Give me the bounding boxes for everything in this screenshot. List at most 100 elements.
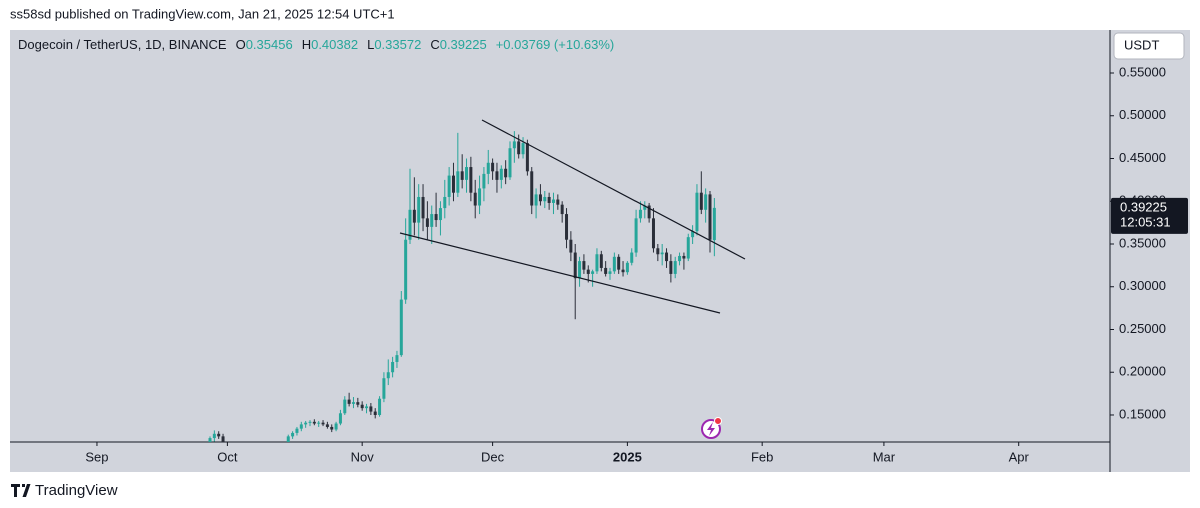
candle-body xyxy=(499,168,503,180)
candle-body xyxy=(456,171,460,193)
brand: TradingView xyxy=(11,482,118,499)
y-tick-label: 0.30000 xyxy=(1119,278,1166,293)
candle-body xyxy=(378,398,382,415)
candle-body xyxy=(399,299,403,356)
candle-body xyxy=(643,205,647,210)
candle-body xyxy=(465,167,469,180)
ohlc-label: C xyxy=(430,37,440,52)
chart-background xyxy=(10,30,1190,472)
y-tick-label: 0.50000 xyxy=(1119,107,1166,122)
ohlc-value: 0.33572 xyxy=(374,37,422,52)
ohlc-label: L xyxy=(367,37,375,52)
brand-name: TradingView xyxy=(35,482,118,499)
candle-body xyxy=(299,424,303,429)
candle-body xyxy=(386,372,390,379)
y-tick-label: 0.55000 xyxy=(1119,64,1166,79)
candle-body xyxy=(451,175,455,193)
candle-body xyxy=(608,271,612,274)
candle-body xyxy=(356,402,360,405)
x-tick-label: Dec xyxy=(481,449,505,464)
last-price-badge xyxy=(1111,197,1188,234)
publish-info: ss58sd published on TradingView.com, Jan… xyxy=(10,6,395,21)
candle-body xyxy=(417,196,421,223)
candle-body xyxy=(708,194,712,240)
candle-body xyxy=(369,406,373,412)
candle-body xyxy=(434,214,438,221)
x-tick-label: Mar xyxy=(873,449,896,464)
candle-body xyxy=(669,261,673,274)
candle-body xyxy=(321,422,325,425)
candle-body xyxy=(512,141,516,149)
candle-body xyxy=(295,428,299,433)
last-price: 0.39225 xyxy=(1120,199,1167,214)
candle-body xyxy=(478,188,482,206)
ohlc-label: O xyxy=(235,37,246,52)
y-tick-label: 0.15000 xyxy=(1119,406,1166,421)
event-icon[interactable] xyxy=(701,417,722,439)
y-tick-label: 0.35000 xyxy=(1119,235,1166,250)
candle-body xyxy=(521,143,525,155)
candle-body xyxy=(682,255,686,259)
candle-body xyxy=(373,411,377,415)
candle-body xyxy=(556,199,560,205)
trend-line-lower xyxy=(399,232,721,314)
candle-body xyxy=(612,256,616,272)
candle-body xyxy=(347,399,351,404)
candle-body xyxy=(412,209,416,223)
candle-body xyxy=(317,422,321,424)
candle-body xyxy=(447,175,451,197)
candle-body xyxy=(625,262,629,273)
candle-body xyxy=(651,218,655,249)
candle-body xyxy=(617,256,621,270)
candle-body xyxy=(547,196,551,203)
x-tick-label: Feb xyxy=(751,449,773,464)
x-tick-label: Sep xyxy=(85,449,108,464)
candle-body xyxy=(712,207,716,241)
candle-body xyxy=(360,404,364,409)
candle-body xyxy=(395,355,399,362)
ohlc-value: 0.40382 xyxy=(311,37,359,52)
x-tick-label: Nov xyxy=(351,449,375,464)
candle-body xyxy=(704,194,708,210)
candle-body xyxy=(569,239,573,253)
candle-body xyxy=(308,421,312,423)
candle-body xyxy=(208,438,212,442)
candle-body xyxy=(573,252,577,279)
y-tick-label: 0.45000 xyxy=(1119,150,1166,165)
candles xyxy=(208,131,716,442)
candle-body xyxy=(338,413,342,424)
candle-body xyxy=(504,168,508,178)
ohlc-label: H xyxy=(301,37,312,52)
candle-body xyxy=(686,237,690,259)
candle-body xyxy=(491,162,495,172)
candle-body xyxy=(495,171,499,180)
countdown: 12:05:31 xyxy=(1120,214,1171,229)
candle-body xyxy=(334,423,338,430)
candle-body xyxy=(543,196,547,202)
currency-box[interactable] xyxy=(1113,32,1185,60)
candle-body xyxy=(586,269,590,274)
ohlc-value: 0.39225 xyxy=(439,37,487,52)
x-tick-label: 2025 xyxy=(613,449,642,464)
candle-body xyxy=(656,248,660,255)
candle-body xyxy=(517,141,521,155)
candle-body xyxy=(647,205,651,219)
x-tick-label: Oct xyxy=(217,449,238,464)
candle-body xyxy=(621,269,625,273)
candle-body xyxy=(578,261,582,279)
symbol-title: Dogecoin / TetherUS, 1D, BINANCE xyxy=(18,37,227,52)
x-tick-label: Apr xyxy=(1009,449,1030,464)
candle-body xyxy=(304,422,308,425)
candle-body xyxy=(551,199,555,203)
candle-body xyxy=(473,192,477,206)
candle-body xyxy=(330,426,334,430)
candle-body xyxy=(591,271,595,274)
candle-body xyxy=(343,399,347,414)
candle-body xyxy=(582,261,586,270)
candle-body xyxy=(691,231,695,238)
candle-body xyxy=(634,218,638,253)
candle-body xyxy=(525,143,529,172)
candle-body xyxy=(365,406,369,409)
candle-body xyxy=(408,209,412,240)
